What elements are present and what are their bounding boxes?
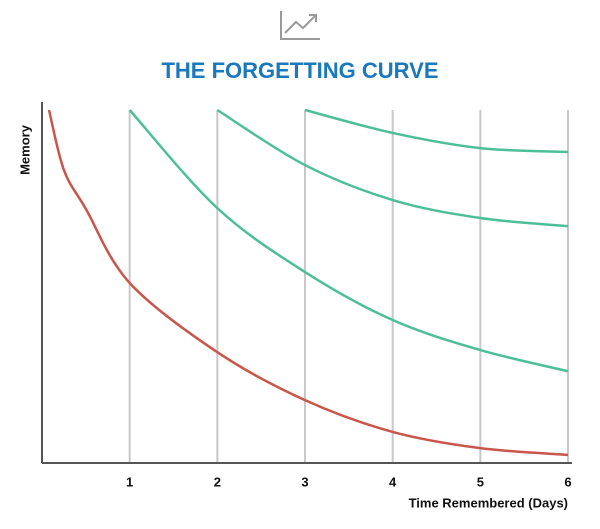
x-tick-label: 5 [477, 474, 484, 489]
x-tick-label: 4 [389, 474, 397, 489]
x-axis-label: Time Remembered (Days) [409, 495, 568, 510]
line-series [304, 108, 569, 154]
y-axis-label: Memory [17, 124, 32, 175]
line-series [216, 108, 569, 228]
x-tick-label: 6 [564, 474, 571, 489]
chart-icon [280, 11, 320, 40]
x-tick-label: 2 [214, 474, 221, 489]
x-tick-label: 1 [126, 474, 133, 489]
chart-title: THE FORGETTING CURVE [161, 58, 438, 83]
x-tick-label: 3 [301, 474, 308, 489]
line-series [47, 109, 569, 457]
line-series [128, 109, 569, 373]
